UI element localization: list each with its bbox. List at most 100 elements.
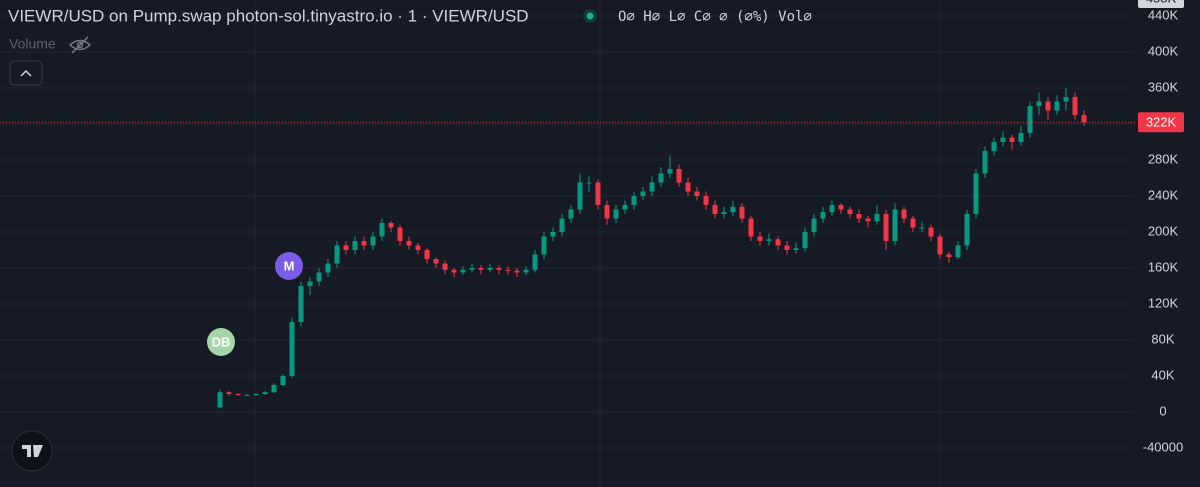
- candle-body: [991, 142, 997, 151]
- y-tick-label: 120K: [1148, 295, 1179, 310]
- collapse-icon: [20, 69, 32, 77]
- candle-body: [406, 241, 412, 246]
- candle-body: [946, 254, 952, 258]
- candle-body: [1063, 97, 1069, 102]
- crosshair-price-label: 458K: [1146, 0, 1177, 5]
- candle-body: [361, 241, 367, 246]
- candle-body: [442, 263, 448, 270]
- candle-body: [307, 281, 313, 286]
- crosshair-price-box: [1138, 0, 1184, 8]
- candle-body: [955, 245, 961, 258]
- candle-body: [631, 196, 637, 205]
- chart-title: VIEWR/USD on Pump.swap photon-sol.tinyas…: [8, 6, 529, 25]
- candle-body: [271, 385, 277, 393]
- candle-body: [847, 209, 853, 214]
- candle-body: [280, 376, 286, 385]
- collapse-button[interactable]: [9, 60, 43, 86]
- candle-body: [550, 232, 556, 237]
- candle-body: [217, 392, 223, 408]
- candle-body: [640, 191, 646, 196]
- candle-body: [757, 236, 763, 241]
- candle-body: [1009, 137, 1015, 142]
- candle-body: [577, 182, 583, 210]
- candle-body: [901, 209, 907, 219]
- grid: [0, 15, 1135, 449]
- candle-body: [1027, 106, 1033, 133]
- candle-body: [883, 214, 889, 241]
- candle-body: [694, 191, 700, 196]
- candle-body: [487, 268, 493, 270]
- candle-body: [874, 214, 880, 222]
- candle-body: [784, 245, 790, 250]
- y-tick-label: 360K: [1148, 79, 1179, 94]
- candle-body: [352, 241, 358, 250]
- candle-body: [856, 214, 862, 219]
- candle-body: [424, 250, 430, 259]
- candle-body: [1054, 101, 1060, 111]
- candle-body: [253, 394, 259, 395]
- candle-body: [298, 286, 304, 322]
- candle-body: [613, 209, 619, 219]
- y-tick-label: 80K: [1151, 331, 1174, 346]
- logo: [22, 445, 43, 457]
- candle-body: [523, 269, 529, 273]
- candle-body: [811, 218, 817, 232]
- ohlc-legend: O∅ H∅ L∅ C∅ ∅ (∅%) Vol∅: [618, 9, 812, 25]
- candle-body: [1000, 137, 1006, 142]
- y-tick-label: 160K: [1148, 259, 1179, 274]
- status-dot: [586, 12, 594, 20]
- y-tick-label: 240K: [1148, 187, 1179, 202]
- candle-body: [451, 269, 457, 273]
- candle-body: [541, 236, 547, 255]
- candle-body: [793, 248, 799, 250]
- candle-body: [262, 392, 268, 394]
- candle-body: [388, 223, 394, 228]
- candle-body: [937, 236, 943, 255]
- candle-body: [658, 173, 664, 183]
- candle-body: [289, 322, 295, 376]
- candle-body: [604, 205, 610, 219]
- candle-body: [982, 151, 988, 174]
- y-tick-label: -40000: [1143, 439, 1183, 454]
- candle-body: [775, 239, 781, 246]
- candle-body: [235, 394, 241, 395]
- candle-body: [478, 268, 484, 270]
- candle-body: [325, 263, 331, 273]
- candle-body: [469, 268, 475, 270]
- candle-body: [496, 268, 502, 270]
- y-tick-label: 40K: [1151, 367, 1174, 382]
- candle-body: [829, 205, 835, 213]
- candle-body: [676, 169, 682, 183]
- candle-body: [622, 205, 628, 210]
- candle-body: [766, 239, 772, 241]
- event-marker: [275, 252, 303, 280]
- event-marker: [207, 328, 235, 356]
- y-tick-label: 400K: [1148, 43, 1179, 58]
- candle-body: [667, 169, 673, 174]
- last-price-box: [1138, 112, 1184, 133]
- candle-body: [343, 245, 349, 250]
- candle-body: [739, 206, 745, 219]
- candle-body: [1045, 101, 1051, 111]
- candle-body: [397, 227, 403, 241]
- candles: [217, 88, 1087, 409]
- candle-body: [1081, 115, 1087, 123]
- candle-body: [712, 205, 718, 214]
- candle-body: [1036, 101, 1042, 106]
- candle-body: [838, 205, 844, 210]
- candle-body: [919, 227, 925, 229]
- y-tick-label: 280K: [1148, 151, 1179, 166]
- candle-body: [892, 209, 898, 241]
- candle-body: [865, 218, 871, 222]
- candle-body: [226, 392, 232, 394]
- candle-body: [820, 212, 826, 219]
- hide-icon[interactable]: [68, 36, 92, 54]
- candle-body: [1018, 133, 1024, 142]
- event-marker-label: DB: [212, 334, 231, 349]
- candle-body: [685, 182, 691, 192]
- y-tick-label: 440K: [1148, 7, 1179, 22]
- logo-badge[interactable]: [11, 430, 53, 472]
- candle-body: [505, 269, 511, 271]
- candle-body: [703, 196, 709, 205]
